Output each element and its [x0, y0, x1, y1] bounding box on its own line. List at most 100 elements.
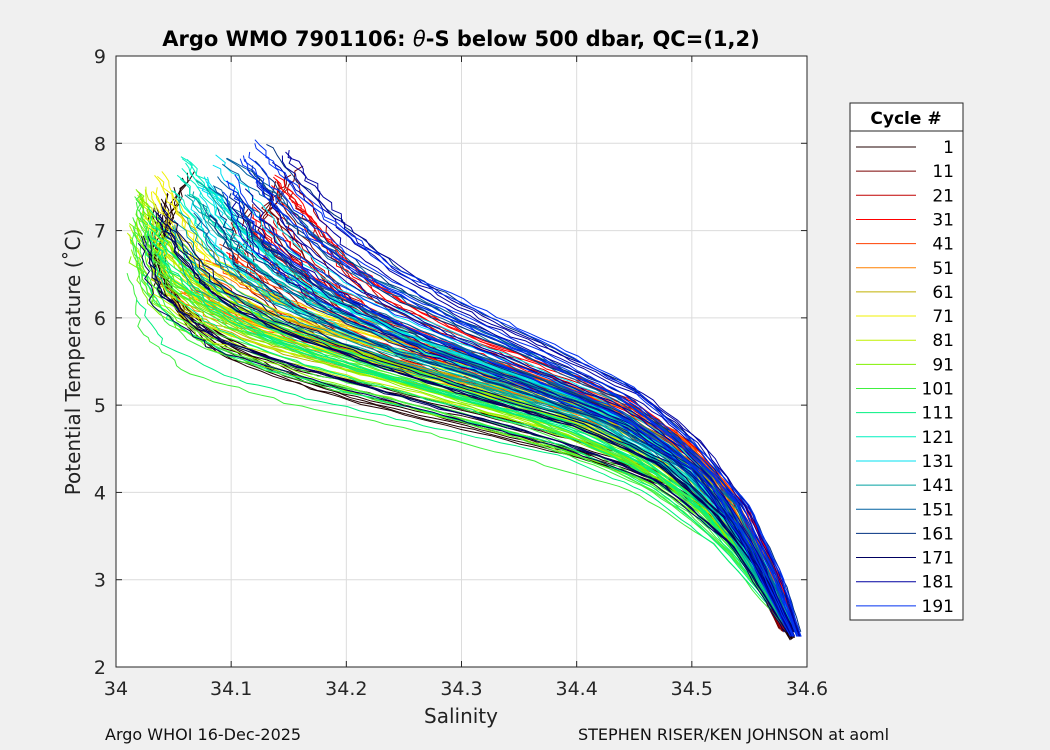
footer-right-text: STEPHEN RISER/KEN JOHNSON at aoml: [578, 725, 890, 744]
chart-title: Argo WMO 7901106: θ-S below 500 dbar, QC…: [162, 27, 759, 51]
profile-curves: [126, 139, 802, 641]
profile-line: [142, 235, 788, 633]
profile-line: [164, 236, 787, 629]
profile-line: [254, 139, 802, 637]
profile-line: [216, 207, 792, 633]
legend-entry: 31: [856, 210, 954, 230]
profile-line: [153, 210, 794, 633]
profile-line: [140, 236, 788, 633]
profile-line: [258, 178, 796, 637]
y-tick-label: 6: [94, 308, 106, 330]
y-tick-label: 7: [94, 221, 106, 243]
profile-line: [161, 206, 796, 633]
profile-line: [254, 143, 802, 637]
x-tick-label: 34.5: [671, 678, 713, 700]
profile-line: [156, 212, 794, 633]
profile-line: [146, 230, 793, 624]
legend-label: 171: [922, 549, 954, 569]
legend-entry: 11: [856, 162, 954, 182]
profile-line: [173, 219, 790, 628]
legend-label: 61: [932, 283, 954, 303]
y-axis-label: Potential Temperature (˚C): [61, 229, 85, 496]
legend-label: 161: [922, 524, 954, 544]
legend-entry: 171: [856, 549, 954, 569]
legend-label: 141: [922, 476, 954, 496]
profile-line: [234, 174, 795, 637]
legend-entry: 21: [856, 186, 954, 206]
legend-label: 131: [922, 452, 954, 472]
legend-entry: 1: [856, 138, 954, 158]
legend-entry: 111: [856, 404, 954, 424]
x-tick-label: 34.2: [325, 678, 367, 700]
legend-label: 51: [932, 259, 954, 279]
title-theta: θ: [413, 27, 426, 51]
profile-line: [199, 191, 789, 624]
legend-entry: 121: [856, 428, 954, 448]
profile-line: [242, 155, 798, 637]
x-tick-label: 34.6: [786, 678, 828, 700]
title-prefix: Argo WMO 7901106:: [162, 27, 413, 51]
legend-title: Cycle #: [870, 109, 941, 129]
profile-line: [248, 151, 799, 637]
legend-entry: 91: [856, 355, 954, 375]
profile-line: [183, 287, 788, 624]
legend-entry: 81: [856, 331, 954, 351]
legend-entry: 181: [856, 573, 954, 593]
profile-line: [239, 158, 798, 637]
legend-entries: 1112131415161718191101111121131141151161…: [856, 138, 954, 617]
legend-label: 121: [922, 428, 954, 448]
profile-line: [225, 180, 793, 637]
legend-label: 41: [932, 235, 954, 255]
legend: Cycle # 11121314151617181911011111211311…: [849, 102, 964, 621]
profile-line: [281, 155, 801, 637]
profile-line: [285, 151, 801, 637]
series-171: [137, 203, 797, 633]
profile-line: [226, 157, 797, 628]
profile-line: [222, 191, 792, 637]
y-tick-label: 3: [94, 570, 106, 592]
profile-line: [146, 233, 793, 624]
legend-entry: 71: [856, 307, 954, 327]
y-tick-label: 4: [94, 482, 106, 504]
legend-entry: 151: [856, 500, 954, 520]
profile-line: [222, 163, 796, 628]
legend-entry: 51: [856, 259, 954, 279]
profile-line: [141, 274, 788, 624]
legend-label: 151: [922, 500, 954, 520]
series-101: [126, 194, 795, 629]
legend-entry: 101: [856, 380, 954, 400]
legend-entry: 131: [856, 452, 954, 472]
footer-left-text: Argo WHOI 16-Dec-2025: [105, 725, 302, 744]
legend-entry: 141: [856, 476, 954, 496]
legend-label: 181: [922, 573, 954, 593]
profile-line: [238, 195, 793, 637]
legend-entry: 191: [856, 597, 954, 617]
legend-label: 111: [922, 404, 954, 424]
legend-entry: 161: [856, 524, 954, 544]
legend-label: 31: [932, 210, 954, 230]
legend-label: 91: [932, 355, 954, 375]
y-tick-label: 8: [94, 133, 106, 155]
legend-label: 71: [932, 307, 954, 327]
legend-entry: 61: [856, 283, 954, 303]
y-tick-label: 5: [94, 395, 106, 417]
legend-label: 11: [932, 162, 954, 182]
y-tick-label: 2: [94, 657, 106, 679]
x-tick-label: 34.1: [210, 678, 252, 700]
profile-line: [202, 204, 789, 629]
title-suffix: -S below 500 dbar, QC=(1,2): [426, 27, 760, 51]
legend-label: 191: [922, 597, 954, 617]
x-axis-label: Salinity: [424, 704, 498, 728]
profile-line: [129, 238, 789, 628]
x-tick-label: 34: [104, 678, 128, 700]
x-tick-label: 34.4: [556, 678, 598, 700]
profile-line: [137, 242, 785, 633]
legend-entry: 41: [856, 235, 954, 255]
profile-line: [126, 272, 785, 629]
profile-line: [231, 201, 791, 637]
legend-label: 101: [922, 380, 954, 400]
series-191: [222, 139, 802, 637]
profile-line: [135, 299, 785, 624]
